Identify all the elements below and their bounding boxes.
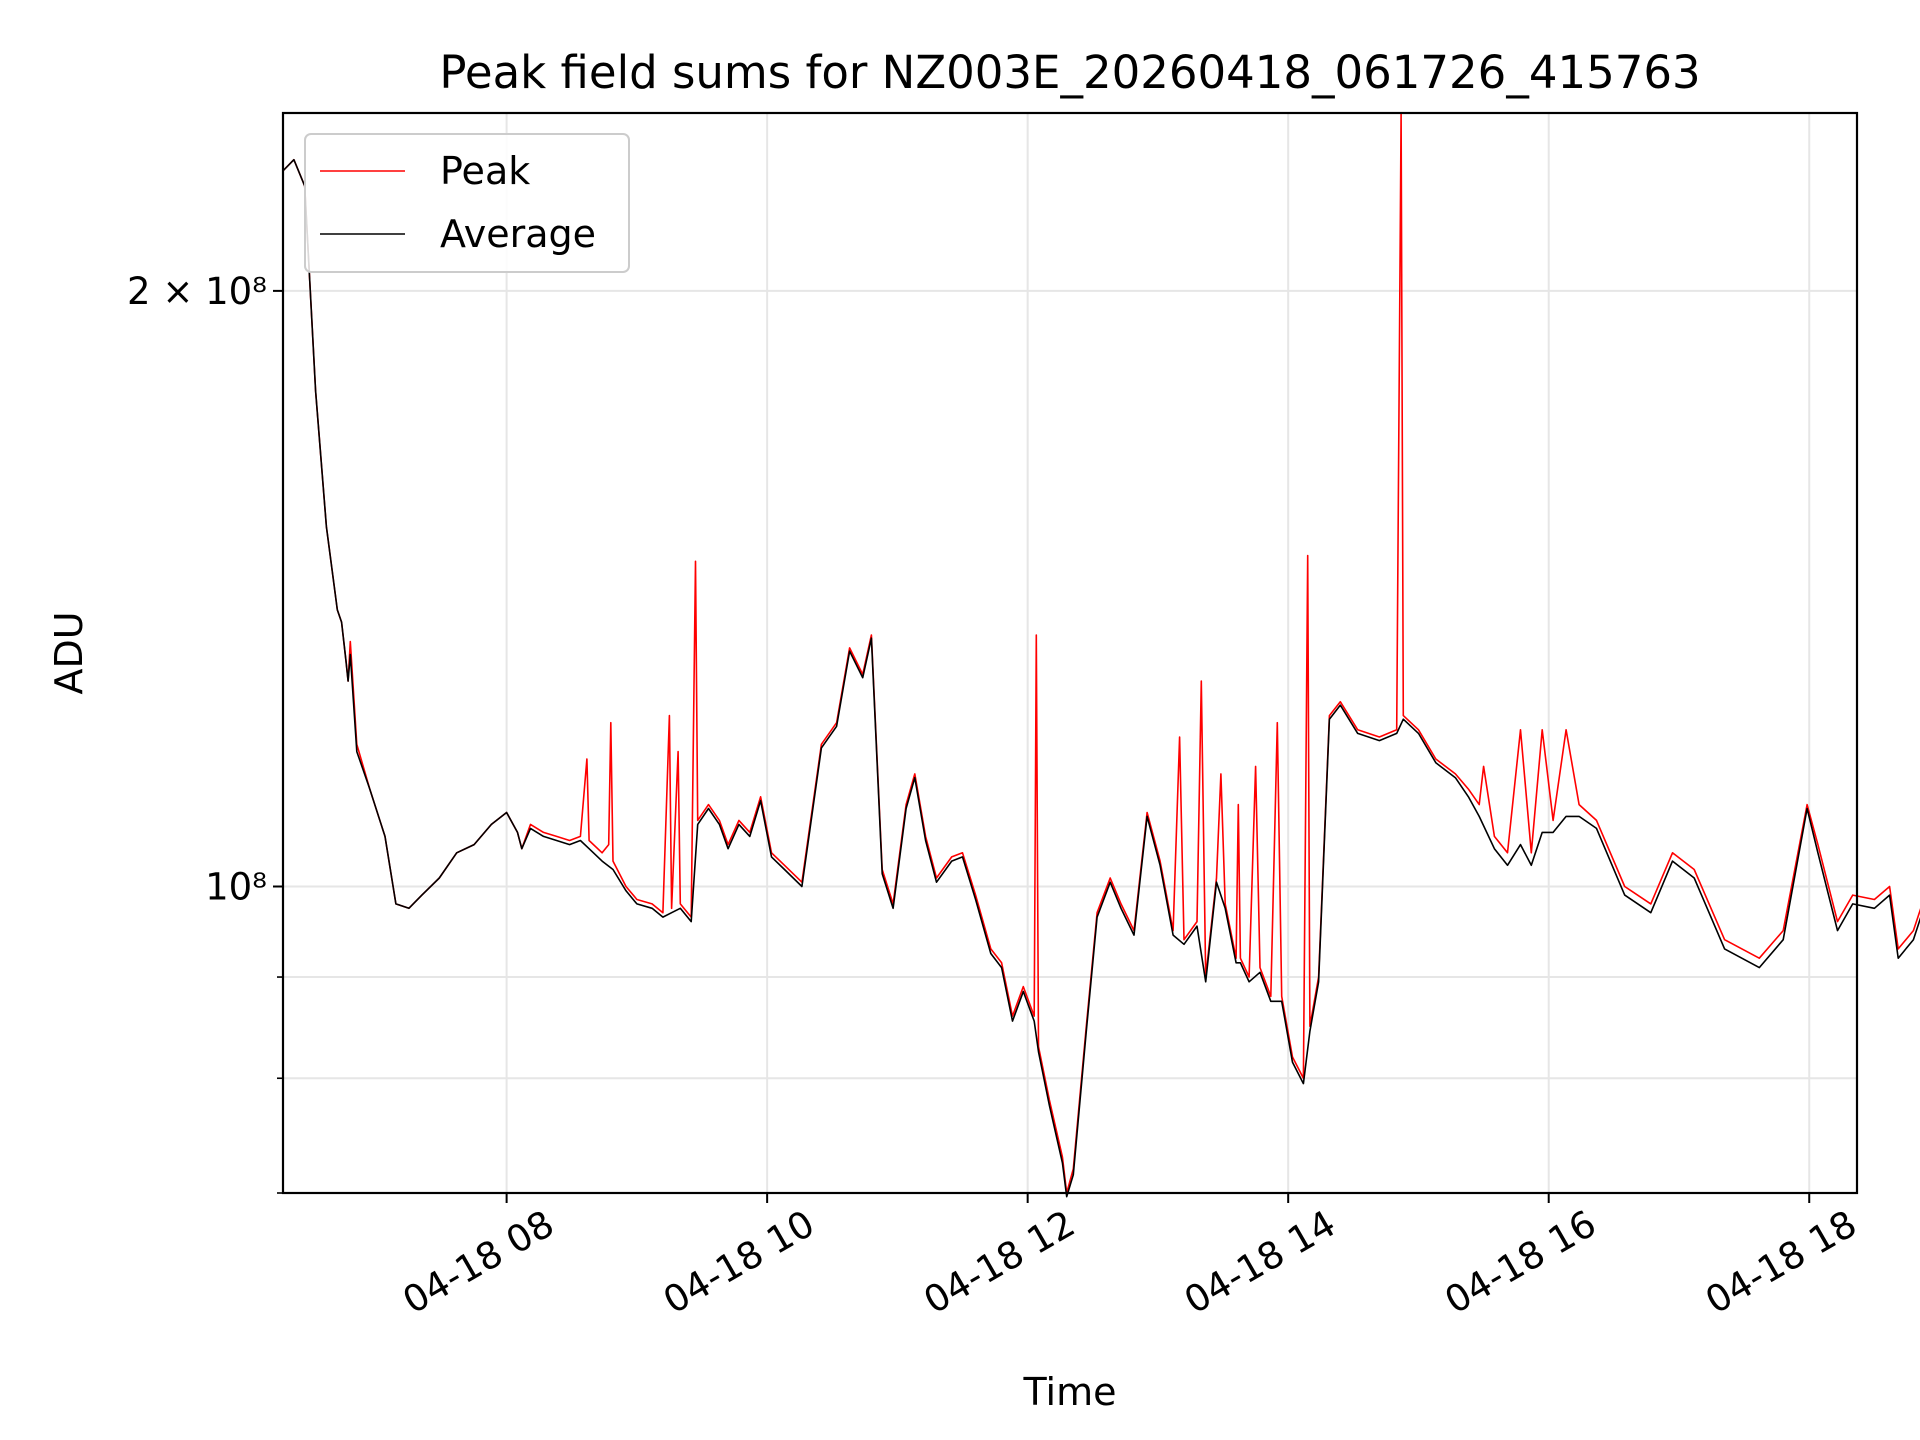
y-tick-label: 2 × 10⁸ bbox=[127, 270, 267, 313]
legend: Peak Average bbox=[304, 133, 630, 273]
legend-label-peak: Peak bbox=[440, 149, 530, 193]
plot-frame bbox=[281, 111, 1859, 1195]
y-axis-label: ADU bbox=[47, 611, 91, 694]
series-layer bbox=[282, 112, 1920, 1198]
legend-label-average: Average bbox=[440, 212, 596, 256]
chart-title: Peak field sums for NZ003E_20260418_0617… bbox=[439, 46, 1700, 99]
series-line-average bbox=[282, 158, 1920, 1198]
x-axis-label: Time bbox=[1023, 1370, 1117, 1414]
y-tick-label: 10⁸ bbox=[205, 866, 267, 909]
legend-box bbox=[304, 133, 630, 273]
